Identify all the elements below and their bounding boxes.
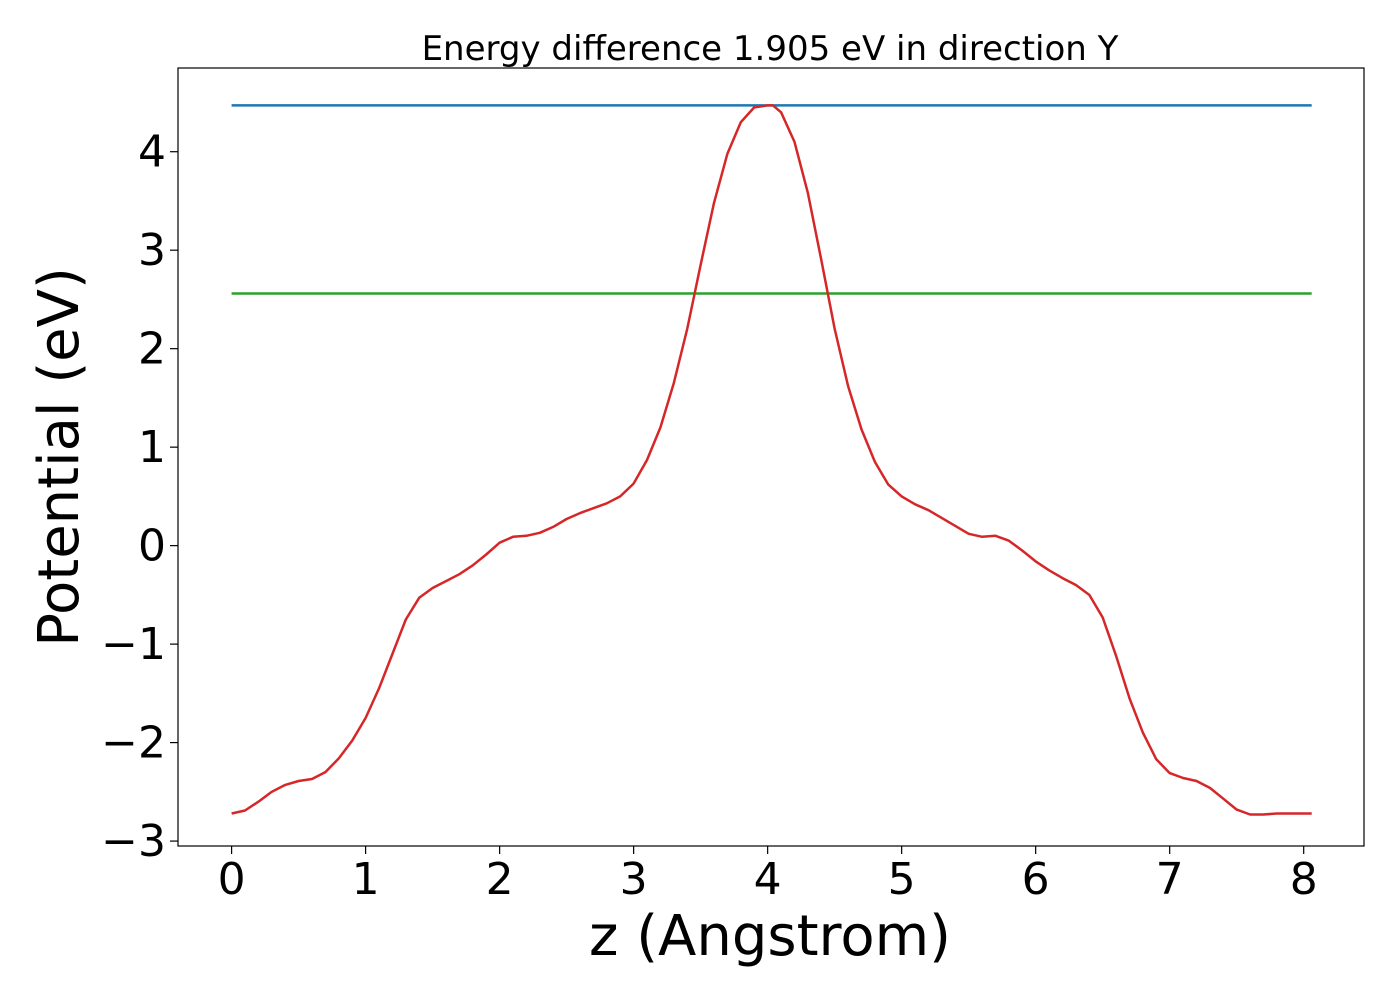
x-axis-label: z (Angstrom)	[589, 904, 951, 969]
y-tick-label: 2	[138, 324, 166, 375]
y-tick-label: 1	[138, 422, 166, 473]
series-layer	[231, 104, 1312, 816]
series-line-0	[231, 104, 1312, 816]
x-tick-label: 3	[620, 854, 648, 905]
x-tick-label: 4	[754, 854, 782, 905]
y-tick-label: −1	[101, 619, 166, 670]
x-tick-label: 5	[888, 854, 916, 905]
x-tick-label: 6	[1022, 854, 1050, 905]
x-tick-label: 0	[218, 854, 246, 905]
x-tick-label: 1	[352, 854, 380, 905]
x-tick-label: 2	[486, 854, 514, 905]
y-tick-label: 3	[138, 225, 166, 276]
x-axis-ticks: 0 1 2 3 4 5 6 7 8	[218, 846, 1318, 905]
y-tick-label: −2	[101, 718, 166, 769]
y-tick-label: −3	[101, 816, 166, 867]
plot-area-frame	[177, 67, 1365, 847]
x-tick-label: 7	[1156, 854, 1184, 905]
y-tick-label: 0	[138, 521, 166, 572]
chart-title: Energy difference 1.905 eV in direction …	[422, 29, 1119, 69]
x-tick-label: 8	[1290, 854, 1318, 905]
y-axis-ticks: −3 −2 −1 0 1 2 3 4	[101, 127, 178, 867]
y-axis-label: Potential (eV)	[27, 267, 92, 647]
y-tick-label: 4	[138, 127, 166, 178]
